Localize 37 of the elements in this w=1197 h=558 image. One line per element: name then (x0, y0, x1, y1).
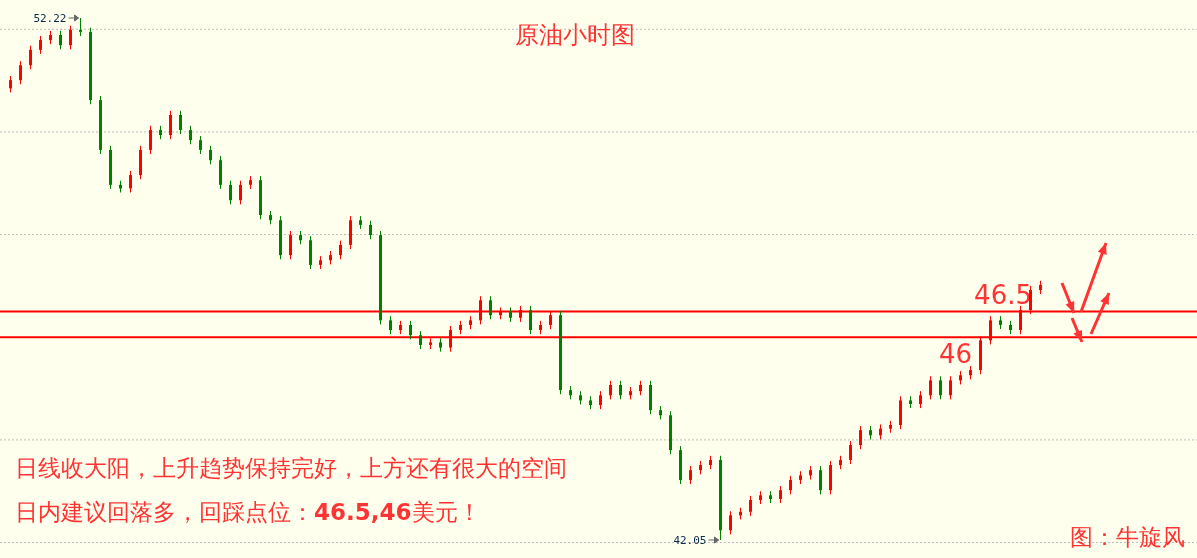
candlestick (19, 60, 22, 85)
candlestick (189, 125, 192, 145)
candlestick (29, 45, 32, 70)
chart-title: 原油小时图 (515, 21, 635, 49)
candlestick (859, 425, 862, 450)
candlestick (149, 125, 152, 155)
candlestick (489, 295, 492, 320)
candlestick (239, 180, 242, 205)
candlestick (529, 305, 532, 335)
candlestick (209, 145, 212, 165)
candlestick (619, 380, 622, 400)
candlestick (609, 380, 612, 400)
candlestick (819, 465, 822, 495)
annotation: 52.22 (33, 12, 67, 25)
candlestick (369, 220, 372, 240)
candlestick (289, 230, 292, 260)
candlestick (69, 25, 72, 50)
candlestick (789, 475, 792, 495)
candlestick (169, 110, 172, 140)
candlestick (849, 440, 852, 465)
candlestick (129, 170, 132, 194)
annotation: 日线收大阳，上升趋势保持完好，上方还有很大的空间 (15, 455, 567, 481)
candlestick (939, 375, 942, 400)
annotation: 日内建议回落多，回踩点位：46.5,46美元！ (15, 499, 481, 525)
ref-line-label: 46.5 (974, 279, 1032, 310)
candlestick (179, 110, 182, 135)
candlestick (339, 240, 342, 260)
candlestick (949, 375, 952, 400)
text: 图：牛旋风 (1070, 524, 1185, 550)
annotation: 42.05 (673, 534, 707, 547)
candlestick (409, 320, 412, 340)
candlestick (929, 375, 932, 400)
candlestick (749, 495, 752, 517)
candlestick (729, 510, 732, 535)
candlestick (229, 180, 232, 205)
ref-line-label: 46 (938, 339, 972, 370)
candlestick (59, 30, 62, 50)
